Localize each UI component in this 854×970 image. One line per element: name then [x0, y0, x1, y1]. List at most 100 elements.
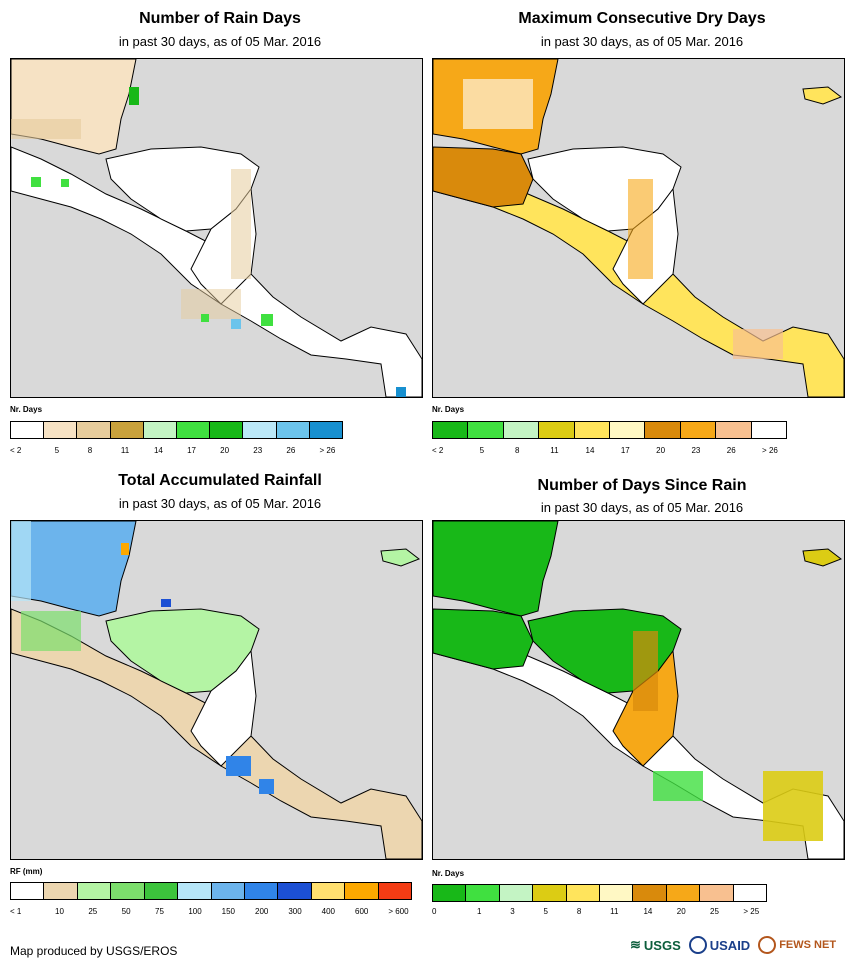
legend-label: 1: [476, 907, 482, 916]
legend-swatch: [433, 885, 467, 901]
legend-swatch: [633, 885, 667, 901]
legend-label: 25: [710, 907, 719, 916]
legend-swatch: [566, 885, 601, 901]
legend-swatch: [278, 883, 312, 899]
legend-swatch: [144, 883, 179, 899]
legend-swatch: [243, 422, 277, 438]
legend-bar: [10, 882, 412, 900]
legend-swatch: [468, 422, 504, 438]
usgs-logo: ≋ USGS: [630, 937, 681, 953]
agency-logos: ≋ USGS USAID FEWS NET: [630, 932, 836, 958]
legend-label: 3: [510, 907, 515, 916]
land-yucatan: [433, 521, 559, 617]
map-rain-days: [10, 58, 423, 398]
legend-label: 20: [220, 446, 230, 455]
legend-swatch: [645, 422, 681, 438]
legend-swatch: [110, 422, 144, 438]
legend-label: > 25: [743, 907, 760, 916]
legend-label: < 1: [10, 907, 22, 916]
legend-labels: < 2 5 8 11 14 17 20 23 26 > 26: [10, 446, 341, 458]
map-max-dry-days: [432, 58, 845, 398]
legend-swatch: [11, 883, 45, 899]
legend-swatch: [539, 422, 575, 438]
legend-swatch: [433, 422, 469, 438]
legend-swatch: [499, 885, 534, 901]
legend-label: 20: [676, 907, 686, 916]
legend-label: 300: [288, 907, 302, 916]
legend-swatch: [716, 422, 752, 438]
legend-swatch: [309, 422, 343, 438]
legend-label: 26: [286, 446, 296, 455]
legend-bar: [10, 421, 343, 439]
legend-swatch: [244, 883, 279, 899]
legend-label: 8: [576, 907, 582, 916]
panel-title: Maximum Consecutive Dry Days: [518, 10, 766, 27]
legend-label: 14: [643, 907, 653, 916]
land-jamaica: [802, 548, 843, 567]
legend-title: RF (mm): [10, 867, 43, 876]
legend-swatch: [680, 422, 717, 438]
panel-title: Number of Days Since Rain: [537, 477, 747, 494]
fewsnet-globe-icon: [758, 936, 777, 954]
legend-label: 600: [355, 907, 369, 916]
legend-label: 20: [656, 446, 666, 455]
land-guatemala: [433, 146, 534, 208]
legend-label: 5: [479, 446, 485, 455]
legend-label: 75: [155, 907, 164, 916]
legend-swatch: [733, 885, 767, 901]
panel-title: Total Accumulated Rainfall: [118, 472, 322, 489]
legend-swatch: [276, 422, 310, 438]
legend-label: 0: [432, 907, 437, 916]
legend-labels: < 1 10 25 50 75 100 150 200 300 400 600 > 600: [10, 907, 410, 919]
legend-swatch: [211, 883, 245, 899]
legend-label: 50: [121, 907, 131, 916]
legend-swatch: [610, 422, 646, 438]
legend-label: 25: [88, 907, 98, 916]
legend-label: 23: [691, 446, 701, 455]
legend-swatch: [143, 422, 178, 438]
panel-subtitle: in past 30 days, as of 05 Mar. 2016: [118, 34, 322, 49]
legend-swatch: [378, 883, 412, 899]
land-jamaica: [380, 548, 421, 567]
legend-label: 11: [120, 446, 130, 455]
legend-label: 11: [610, 907, 619, 916]
panel-title: Number of Rain Days: [139, 10, 301, 27]
usgs-wave-icon: ≋: [630, 937, 641, 952]
legend-label: 100: [188, 907, 202, 916]
land-jamaica: [802, 86, 843, 105]
legend-swatch: [178, 883, 212, 899]
legend-label: 400: [321, 907, 336, 916]
legend-bar: [432, 421, 787, 439]
legend-label: 14: [585, 446, 595, 455]
legend-swatch: [311, 883, 346, 899]
legend-swatch: [700, 885, 734, 901]
legend-label: 200: [255, 907, 269, 916]
legend-swatch: [177, 422, 211, 438]
legend-label: 14: [153, 446, 163, 455]
legend-title: Nr. Days: [432, 405, 465, 414]
legend-title: Nr. Days: [10, 405, 43, 414]
legend-swatch: [44, 422, 78, 438]
legend-label: 23: [253, 446, 263, 455]
legend-swatch: [345, 883, 379, 899]
legend-swatch: [666, 885, 701, 901]
legend-label: > 600: [388, 907, 409, 916]
land-guatemala: [433, 608, 534, 670]
legend-label: < 2: [10, 446, 22, 455]
legend-swatch: [111, 883, 145, 899]
legend-swatch: [503, 422, 540, 438]
map-days-since-rain: [432, 520, 845, 860]
legend-swatch: [210, 422, 244, 438]
legend-label: 150: [221, 907, 236, 916]
legend-bar: [432, 884, 767, 902]
legend-swatch: [533, 885, 567, 901]
legend-label: 8: [87, 446, 93, 455]
legend-label: 5: [54, 446, 60, 455]
legend-label: 10: [55, 907, 64, 916]
map-credit: Map produced by USGS/EROS: [10, 944, 178, 958]
legend-label: > 26: [319, 446, 336, 455]
panel-subtitle: in past 30 days, as of 05 Mar. 2016: [540, 500, 744, 515]
panel-subtitle: in past 30 days, as of 05 Mar. 2016: [118, 496, 322, 511]
land-nicaragua: [190, 649, 257, 767]
panel-subtitle: in past 30 days, as of 05 Mar. 2016: [540, 34, 744, 49]
